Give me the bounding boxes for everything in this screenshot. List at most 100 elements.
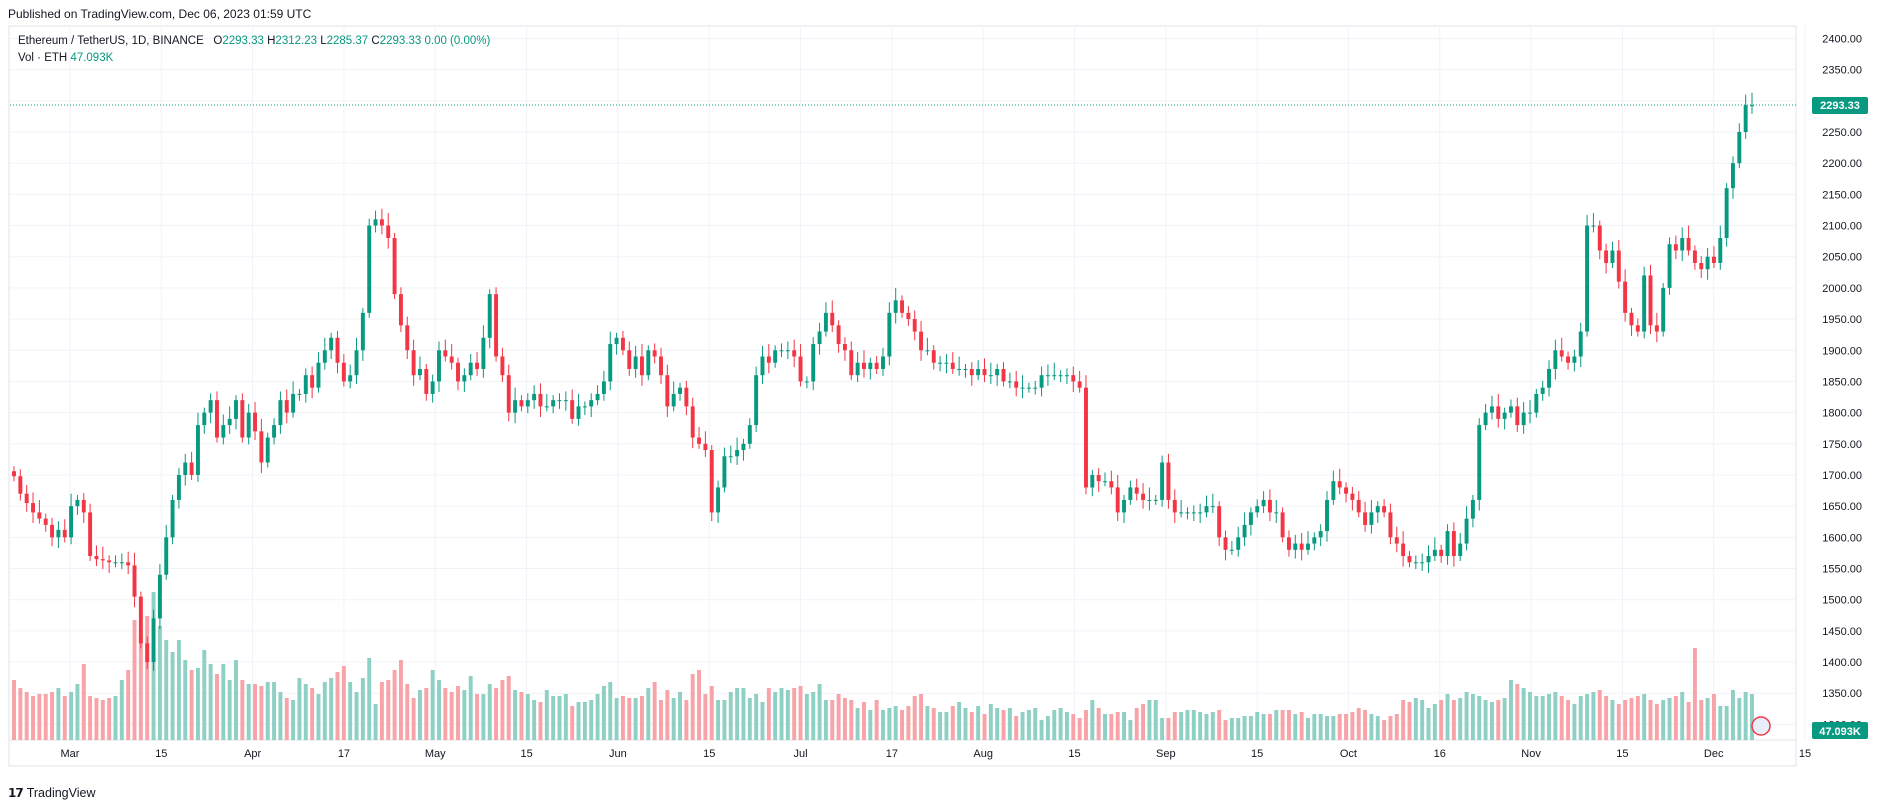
candle-body: [519, 400, 524, 407]
volume-bar: [1318, 714, 1323, 740]
candle-body: [779, 350, 784, 352]
volume-bar: [1623, 700, 1628, 740]
candle-body: [988, 375, 993, 377]
volume-bar: [373, 704, 378, 740]
candle-body: [1591, 225, 1596, 227]
time-tick-label: Aug: [973, 748, 993, 760]
candle-body: [1045, 375, 1050, 377]
candle-body: [43, 518, 48, 525]
volume-bar: [94, 698, 99, 740]
candle-body: [1141, 493, 1146, 500]
volume-bar: [1356, 708, 1361, 740]
volume-bar: [1502, 698, 1507, 740]
candle-body: [570, 400, 575, 419]
candle-body: [919, 331, 924, 351]
volume-bar: [532, 700, 537, 740]
volume-bar: [633, 698, 638, 740]
price-tick-label: 1950.00: [1822, 314, 1862, 326]
candle-body: [728, 456, 733, 458]
volume-bar: [1255, 712, 1260, 740]
volume-bar: [62, 696, 67, 740]
candle-body: [475, 362, 480, 369]
candle-body: [982, 368, 987, 376]
candle-body: [1223, 537, 1228, 550]
candle-body: [297, 393, 302, 395]
volume-bar: [735, 688, 740, 740]
volume-bar: [1223, 720, 1228, 740]
candle-body: [31, 503, 35, 513]
candle-body: [697, 437, 702, 444]
time-tick-label: 15: [1616, 748, 1628, 760]
volume-bar: [462, 690, 467, 740]
volume-bar: [830, 700, 835, 740]
volume-bar: [1141, 704, 1146, 740]
volume-bar: [659, 700, 663, 740]
last-price-marker: 2293.33 47.093K: [10, 96, 1868, 739]
volume-bar: [887, 708, 892, 740]
candle-body: [1426, 556, 1431, 563]
volume-bar: [24, 692, 29, 740]
volume-bar: [1039, 720, 1044, 740]
time-tick-label: 17: [886, 748, 898, 760]
candle-body: [1064, 375, 1069, 377]
tradingview-footer[interactable]: 𝟭𝟳 TradingView: [8, 786, 96, 800]
candle-body: [912, 319, 917, 332]
volume-bar: [265, 682, 270, 740]
volume-bar: [912, 696, 917, 740]
volume-bar: [525, 694, 530, 740]
candle-body: [690, 406, 695, 438]
volume-bar: [1306, 718, 1310, 740]
volume-bar: [284, 698, 289, 740]
candle-body: [1084, 387, 1088, 488]
volume-bar: [1229, 718, 1234, 740]
candle-body: [360, 312, 365, 351]
candle-body: [1553, 350, 1558, 369]
time-tick-label: Mar: [61, 748, 80, 760]
time-tick-label: Oct: [1340, 748, 1357, 760]
volume-bar: [1337, 714, 1342, 740]
volume-bar: [1299, 712, 1304, 740]
legend-close-label: C: [371, 35, 380, 47]
volume-bar: [1724, 706, 1729, 740]
volume-bar: [665, 690, 670, 740]
candle-body: [823, 312, 828, 332]
candle-body: [443, 350, 448, 357]
volume-bar: [1737, 698, 1742, 740]
volume-bar: [1705, 698, 1710, 740]
candle-body: [386, 225, 391, 239]
candle-body: [1077, 381, 1082, 388]
volume-bar: [1743, 692, 1748, 740]
candle-body: [1299, 543, 1304, 550]
volume-bar: [697, 670, 702, 740]
volume-bar: [1096, 708, 1101, 740]
price-tick-label: 1500.00: [1822, 595, 1862, 607]
candle-body: [12, 471, 16, 477]
candle-body: [1502, 412, 1507, 419]
volume-bar: [519, 692, 524, 740]
last-price-text: 2293.33: [1820, 100, 1860, 112]
candle-body: [1153, 499, 1158, 501]
volume-bar: [456, 686, 460, 740]
candle-body: [773, 350, 778, 363]
time-tick-label: Jul: [793, 748, 807, 760]
time-tick-label: Apr: [244, 748, 261, 760]
candle-body: [1204, 506, 1209, 513]
candle-body: [398, 294, 403, 326]
volume-bar: [1547, 694, 1551, 740]
volume-bar: [1325, 716, 1329, 740]
volume-bar: [411, 698, 416, 740]
candle-body: [24, 493, 29, 504]
volume-bar: [100, 700, 105, 740]
candle-body: [716, 487, 721, 513]
candle-body: [614, 337, 619, 345]
volume-bar: [1680, 692, 1685, 740]
candle-body: [684, 387, 689, 407]
candle-body: [1312, 537, 1317, 544]
candle-body: [195, 425, 200, 475]
volume-bar: [1420, 700, 1425, 740]
candle-body: [208, 400, 213, 413]
candle-body: [1014, 381, 1019, 388]
candle-body: [1718, 238, 1723, 263]
last-price-badge: [1812, 96, 1868, 114]
